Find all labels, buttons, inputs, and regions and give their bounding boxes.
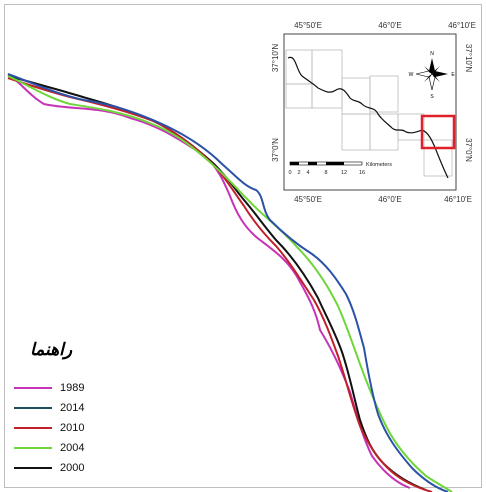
scale-tick: 12 (341, 170, 347, 176)
legend-swatch (14, 407, 52, 409)
scale-tick: 8 (324, 170, 327, 176)
inset-map: N S E W 45°50'E 46°0'E 46°10'E 45°50'E 4… (271, 21, 476, 204)
inset-tiles (285, 49, 453, 177)
legend-label: 2000 (60, 462, 85, 474)
inset-right-lat-label: 37°10'N (464, 44, 473, 73)
inset-top-lon-label: 45°50'E (294, 21, 322, 30)
inset-left-lat-label: 37°0'N (271, 138, 280, 162)
inset-bottom-lon-label: 46°10'E (444, 195, 472, 204)
scale-unit: Kilometers (366, 162, 392, 168)
legend-swatch (14, 447, 52, 449)
legend-item: 2000 (14, 458, 124, 478)
legend-label: 2014 (60, 402, 85, 414)
inset-right-lat-label: 37°0'N (464, 138, 473, 162)
legend-item: 1989 (14, 378, 124, 398)
legend-swatch (14, 467, 52, 469)
scale-bar: 0 2 4 8 12 16 Kilometers (288, 161, 392, 176)
scale-tick: 0 (288, 170, 291, 176)
legend-title: راهنما (30, 340, 73, 360)
scale-tick: 2 (297, 170, 300, 176)
legend-swatch (14, 427, 52, 429)
legend-label: 2010 (60, 422, 85, 434)
shoreline-2004 (7, 75, 453, 492)
compass-e-label: E (451, 72, 455, 78)
legend: راهنما 1989 2014 2010 2004 2000 (14, 340, 124, 478)
legend-item: 2004 (14, 438, 124, 458)
legend-item: 2014 (14, 398, 124, 418)
inset-top-lon-label: 46°10'E (448, 21, 476, 30)
compass-w-label: W (409, 72, 414, 78)
inset-bottom-lon-label: 46°0'E (378, 195, 401, 204)
legend-item: 2010 (14, 418, 124, 438)
legend-swatch (14, 387, 52, 389)
shoreline-2014 (7, 73, 449, 492)
compass-s-label: S (430, 94, 434, 100)
scale-tick: 4 (306, 170, 309, 176)
legend-label: 1989 (60, 382, 85, 394)
shoreline-2010 (7, 77, 433, 492)
inset-river (287, 56, 449, 179)
inset-bottom-lon-label: 45°50'E (294, 195, 322, 204)
compass-rose-icon: N S E W (409, 51, 456, 100)
legend-label: 2004 (60, 442, 85, 454)
scale-tick: 16 (359, 170, 365, 176)
compass-n-label: N (430, 51, 434, 57)
inset-left-lat-label: 37°10'N (271, 44, 280, 73)
inset-highlight-box (420, 114, 456, 150)
inset-top-lon-label: 46°0'E (378, 21, 401, 30)
